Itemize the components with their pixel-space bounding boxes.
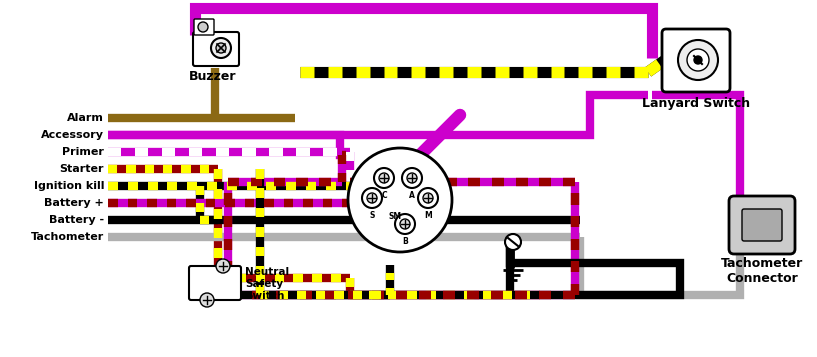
Circle shape (348, 148, 452, 252)
Text: Tachometer: Tachometer (31, 232, 104, 242)
Text: Battery +: Battery + (44, 198, 104, 208)
Circle shape (216, 259, 230, 273)
Circle shape (216, 43, 226, 53)
Circle shape (395, 214, 415, 234)
Circle shape (407, 173, 417, 183)
Circle shape (379, 173, 389, 183)
Text: S: S (369, 211, 375, 220)
FancyBboxPatch shape (193, 32, 239, 66)
Text: Battery -: Battery - (49, 215, 104, 225)
Circle shape (678, 40, 718, 80)
FancyBboxPatch shape (729, 196, 795, 254)
Text: A: A (409, 191, 415, 200)
Text: Buzzer: Buzzer (190, 70, 237, 83)
FancyBboxPatch shape (189, 266, 241, 300)
Circle shape (418, 188, 438, 208)
Text: M: M (424, 211, 432, 220)
Text: Accessory: Accessory (41, 130, 104, 140)
Circle shape (198, 22, 208, 32)
FancyBboxPatch shape (194, 19, 214, 35)
Circle shape (694, 56, 702, 64)
Circle shape (400, 219, 410, 229)
Text: Alarm: Alarm (67, 113, 104, 123)
Text: Neutral
Safety
Switch: Neutral Safety Switch (245, 267, 289, 301)
Text: B: B (402, 237, 408, 246)
Circle shape (367, 193, 377, 203)
Circle shape (362, 188, 382, 208)
Text: Starter: Starter (60, 164, 104, 174)
Text: Lanyard Switch: Lanyard Switch (642, 97, 750, 110)
Circle shape (200, 293, 214, 307)
Circle shape (505, 234, 521, 250)
Text: SM: SM (388, 212, 402, 221)
Text: Ignition kill: Ignition kill (33, 181, 104, 191)
Text: Primer: Primer (62, 147, 104, 157)
Circle shape (211, 38, 231, 58)
Circle shape (687, 49, 709, 71)
Circle shape (374, 168, 394, 188)
FancyBboxPatch shape (662, 29, 730, 92)
FancyBboxPatch shape (742, 209, 782, 241)
Circle shape (423, 193, 433, 203)
Text: C: C (382, 191, 386, 200)
Circle shape (402, 168, 422, 188)
Text: Tachometer
Connector: Tachometer Connector (721, 257, 803, 285)
